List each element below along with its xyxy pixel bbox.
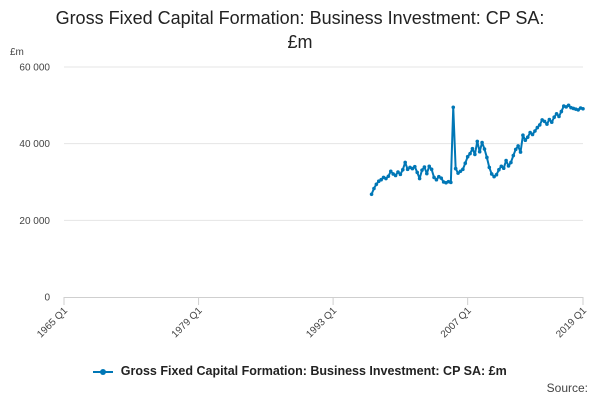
data-point [413, 164, 417, 169]
data-point [374, 182, 379, 187]
y-tick-label: 20 000 [19, 216, 50, 227]
legend[interactable]: Gross Fixed Capital Formation: Business … [0, 364, 600, 378]
data-point [425, 171, 429, 176]
legend-series-marker [93, 366, 114, 378]
data-point [434, 177, 439, 182]
data-point [528, 130, 532, 135]
data-point [422, 165, 427, 169]
data-point [453, 166, 458, 171]
data-point [410, 166, 415, 171]
data-point [545, 122, 549, 126]
data-point [461, 167, 465, 172]
data-point [552, 115, 556, 120]
data-point [468, 151, 472, 156]
y-tick-label: 40 000 [19, 139, 50, 150]
series-line [370, 104, 584, 195]
data-point [449, 180, 453, 185]
data-point [494, 172, 499, 177]
data-point [499, 164, 504, 169]
data-point [398, 172, 403, 177]
data-point [492, 174, 496, 179]
data-point [489, 172, 494, 176]
data-point [386, 174, 391, 179]
data-point [439, 176, 444, 180]
series-layer [369, 103, 585, 197]
data-point [557, 114, 561, 119]
data-point [388, 169, 393, 174]
data-point [379, 177, 383, 182]
data-point [463, 161, 468, 166]
data-point [487, 165, 492, 170]
data-point [521, 133, 525, 138]
data-point [504, 158, 508, 163]
data-point [400, 167, 405, 172]
data-point [427, 164, 432, 169]
data-point [475, 139, 480, 144]
data-point [482, 147, 487, 151]
data-point [566, 103, 571, 108]
data-point [420, 168, 424, 172]
data-point [518, 150, 523, 154]
data-point [470, 146, 475, 151]
data-point [396, 170, 400, 174]
x-tick-label: 2007 Q1 [439, 305, 474, 340]
data-point [429, 167, 434, 172]
data-point [523, 138, 528, 143]
y-tick-label: 0 [44, 293, 50, 304]
data-point [530, 132, 535, 137]
data-point [403, 160, 407, 165]
legend-series-label: Gross Fixed Capital Formation: Business … [120, 364, 507, 378]
axes: 0 20 000 40 000 60 000 1965 Q1 1979 Q1 1993 Q1… [19, 63, 589, 341]
data-point [497, 167, 501, 172]
gridlines [64, 66, 583, 221]
data-point [509, 160, 513, 165]
data-point [393, 173, 398, 178]
data-point [549, 120, 554, 124]
data-point [372, 186, 376, 191]
source-label: Source: [546, 381, 588, 395]
data-point [581, 106, 585, 111]
data-point [417, 176, 422, 181]
x-tick-label: 1993 Q1 [304, 305, 339, 340]
data-point [533, 129, 537, 133]
data-point [465, 154, 470, 159]
data-point [542, 119, 547, 124]
data-point [537, 123, 542, 127]
data-point [415, 170, 420, 175]
x-tick-label: 1965 Q1 [35, 305, 70, 340]
data-point [501, 166, 506, 170]
data-point [511, 153, 516, 158]
data-point [513, 147, 518, 152]
x-tick-label: 1979 Q1 [170, 305, 205, 340]
data-point [516, 144, 520, 148]
y-axis-unit-label: £m [10, 47, 24, 58]
data-point [451, 105, 456, 110]
data-point [480, 140, 484, 145]
data-point [559, 109, 564, 114]
data-point [554, 111, 559, 116]
chart-title-line-2: £m [287, 32, 313, 52]
data-point [535, 125, 540, 130]
data-point [547, 117, 552, 122]
data-point [458, 169, 463, 174]
data-point [473, 152, 477, 157]
chart-title: Gross Fixed Capital Formation: Business … [0, 6, 600, 54]
data-point [384, 176, 388, 181]
data-point [369, 192, 374, 197]
data-point [506, 164, 511, 168]
data-point [485, 155, 489, 160]
y-tick-label: 60 000 [19, 63, 50, 74]
data-point [525, 135, 530, 139]
chart-title-line-1: Gross Fixed Capital Formation: Business … [55, 8, 545, 28]
data-point [432, 175, 436, 180]
data-point [576, 108, 580, 112]
data-point [477, 149, 482, 154]
data-point [456, 171, 460, 175]
data-point [405, 167, 410, 172]
x-tick-label: 2019 Q1 [554, 305, 589, 340]
